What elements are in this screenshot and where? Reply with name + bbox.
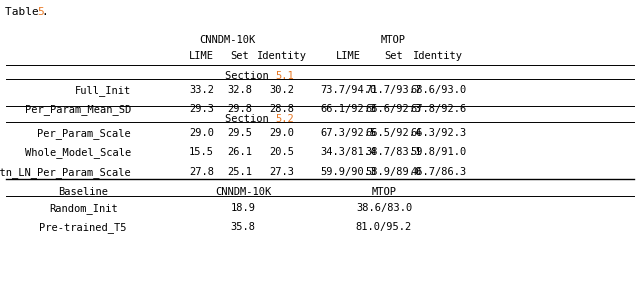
Text: 59.9/90.3: 59.9/90.3 — [321, 167, 377, 177]
Text: 38.6/83.0: 38.6/83.0 — [356, 203, 412, 213]
Text: Table: Table — [5, 7, 45, 17]
Text: 25.1: 25.1 — [227, 167, 253, 177]
Text: 29.8: 29.8 — [227, 104, 253, 114]
Text: 66.1/92.3: 66.1/92.3 — [321, 104, 377, 114]
Text: 32.8: 32.8 — [227, 85, 253, 95]
Text: 29.0: 29.0 — [269, 128, 294, 138]
Text: Set: Set — [230, 51, 250, 61]
Text: Per_Param_Mean_SD: Per_Param_Mean_SD — [25, 104, 131, 115]
Text: 33.2: 33.2 — [189, 85, 214, 95]
Text: 28.8: 28.8 — [269, 104, 294, 114]
Text: 59.8/91.0: 59.8/91.0 — [410, 147, 467, 157]
Text: Identity: Identity — [413, 51, 463, 61]
Text: 26.1: 26.1 — [227, 147, 253, 157]
Text: Section: Section — [225, 114, 275, 124]
Text: Section: Section — [225, 71, 275, 81]
Text: 66.3/92.3: 66.3/92.3 — [410, 128, 467, 138]
Text: Random_Init: Random_Init — [49, 203, 118, 214]
Text: 35.8: 35.8 — [230, 222, 256, 232]
Text: 5.2: 5.2 — [275, 114, 294, 124]
Text: 81.0/95.2: 81.0/95.2 — [356, 222, 412, 232]
Text: 58.9/89.0: 58.9/89.0 — [365, 167, 422, 177]
Text: 68.6/93.0: 68.6/93.0 — [410, 85, 467, 95]
Text: 34.3/81.4: 34.3/81.4 — [321, 147, 377, 157]
Text: 27.8: 27.8 — [189, 167, 214, 177]
Text: Identity: Identity — [257, 51, 307, 61]
Text: 5: 5 — [37, 7, 44, 17]
Text: Baseline: Baseline — [58, 187, 108, 197]
Text: Set: Set — [384, 51, 403, 61]
Text: Pre-trained_T5: Pre-trained_T5 — [40, 222, 127, 233]
Text: Whole_Model_Scale: Whole_Model_Scale — [25, 147, 131, 158]
Text: 5.1: 5.1 — [275, 71, 294, 81]
Text: 73.7/94.0: 73.7/94.0 — [321, 85, 377, 95]
Text: 15.5: 15.5 — [189, 147, 214, 157]
Text: 66.5/92.4: 66.5/92.4 — [365, 128, 422, 138]
Text: 30.2: 30.2 — [269, 85, 294, 95]
Text: 46.7/86.3: 46.7/86.3 — [410, 167, 467, 177]
Text: LIME: LIME — [189, 51, 214, 61]
Text: MTOP: MTOP — [381, 35, 406, 45]
Text: 67.8/92.6: 67.8/92.6 — [410, 104, 467, 114]
Text: 18.9: 18.9 — [230, 203, 256, 213]
Text: CNNDM-10K: CNNDM-10K — [199, 35, 255, 45]
Text: MTOP: MTOP — [371, 187, 397, 197]
Text: CNNDM-10K: CNNDM-10K — [215, 187, 271, 197]
Text: 27.3: 27.3 — [269, 167, 294, 177]
Text: Pre-attn_LN_Per_Param_Scale: Pre-attn_LN_Per_Param_Scale — [0, 167, 131, 178]
Text: 20.5: 20.5 — [269, 147, 294, 157]
Text: Full_Init: Full_Init — [75, 85, 131, 96]
Text: .: . — [42, 7, 49, 17]
Text: 29.5: 29.5 — [227, 128, 253, 138]
Text: 29.0: 29.0 — [189, 128, 214, 138]
Text: 66.6/92.3: 66.6/92.3 — [365, 104, 422, 114]
Text: 38.7/83.1: 38.7/83.1 — [365, 147, 422, 157]
Text: 67.3/92.5: 67.3/92.5 — [321, 128, 377, 138]
Text: 29.3: 29.3 — [189, 104, 214, 114]
Text: Per_Param_Scale: Per_Param_Scale — [38, 128, 131, 139]
Text: 71.7/93.7: 71.7/93.7 — [365, 85, 422, 95]
Text: LIME: LIME — [336, 51, 362, 61]
